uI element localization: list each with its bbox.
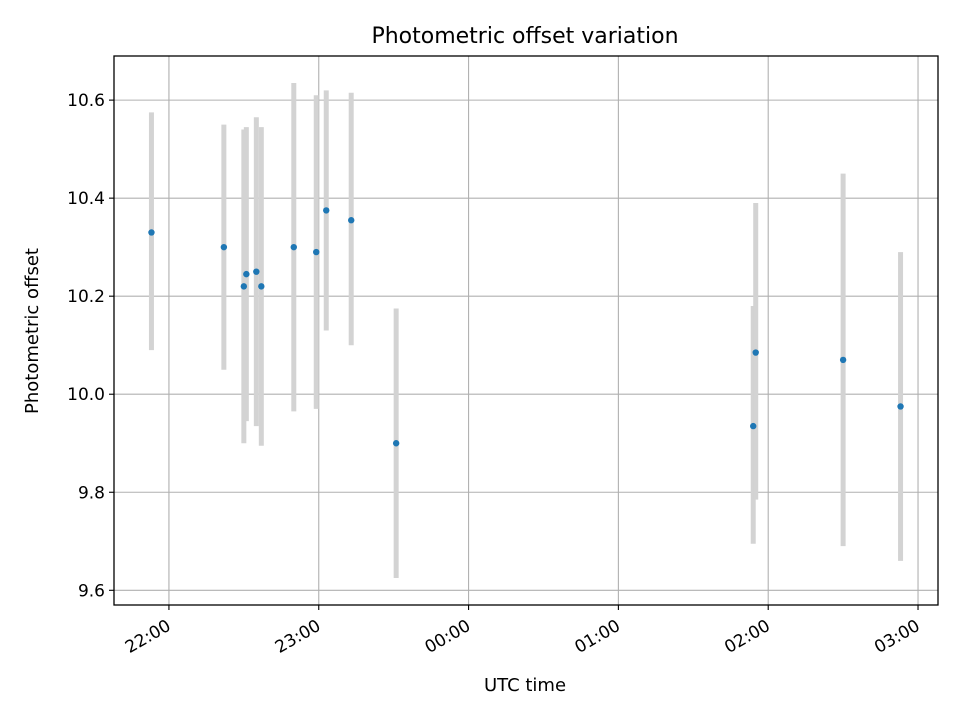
data-point [220, 243, 228, 251]
data-point [258, 283, 265, 290]
y-tick-label: 9.8 [78, 483, 105, 503]
data-point [897, 403, 904, 410]
data-point [750, 422, 757, 430]
y-axis-label: Photometric offset [22, 248, 43, 414]
y-tick-label: 10.2 [67, 287, 105, 307]
plot-frame [113, 55, 939, 606]
data-point [313, 248, 320, 256]
data-point [253, 268, 260, 275]
data-point [323, 207, 330, 214]
data-points [148, 207, 904, 447]
data-point [148, 229, 155, 236]
y-tick-label: 10.4 [67, 189, 105, 209]
chart-title: Photometric offset variation [371, 24, 678, 49]
y-tick-label: 10.6 [67, 91, 105, 111]
y-tick-label: 9.6 [78, 581, 105, 601]
data-point [243, 270, 250, 278]
grid [114, 56, 938, 605]
data-point [839, 356, 847, 364]
data-point [348, 217, 355, 224]
data-point [240, 283, 248, 290]
data-point [290, 243, 297, 251]
data-point [392, 440, 400, 447]
y-axis-ticks: 9.6 9.8 10.0 10.2 10.4 10.6 [67, 91, 114, 601]
x-axis-label: UTC time [484, 675, 566, 696]
data-point [752, 349, 759, 356]
y-tick-label: 10.0 [67, 385, 105, 405]
